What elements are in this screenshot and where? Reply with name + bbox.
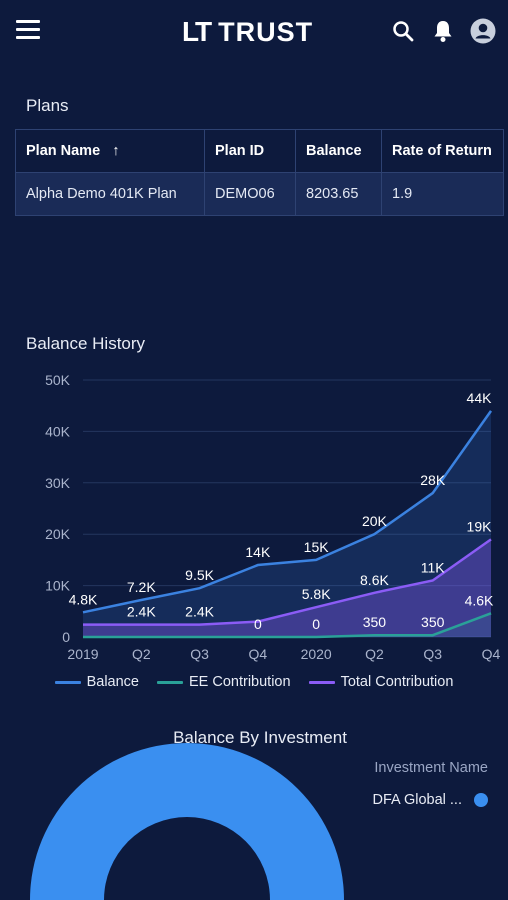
table-row[interactable]: Alpha Demo 401K Plan DEMO06 8203.65 1.9 [15, 172, 504, 216]
x-tick-label: Q3 [423, 646, 442, 662]
line-total-contribution [83, 538, 492, 626]
data-label: 9.5K [185, 567, 214, 583]
legend-dot-icon [474, 793, 488, 807]
data-label: 28K [420, 472, 446, 488]
app-logo: LT TRUST [182, 16, 314, 47]
area-total-contribution [83, 539, 491, 637]
line-balance [82, 410, 493, 614]
donut-slice-dfa-global[interactable] [30, 743, 344, 900]
column-header-plan-id[interactable]: Plan ID [204, 129, 296, 173]
data-label: 350 [421, 614, 445, 630]
area-ee-contribution [83, 613, 491, 637]
line-ee-contribution [83, 612, 492, 639]
y-tick-label: 20K [45, 526, 71, 542]
data-label: 11K [421, 559, 446, 575]
plan-name-cell: Alpha Demo 401K Plan [15, 172, 205, 216]
balance-history-title: Balance History [26, 334, 146, 353]
legend-swatch [157, 680, 183, 684]
data-label: 2.4K [127, 604, 156, 620]
sort-arrow-icon: ↑ [112, 143, 120, 159]
top-bar: LT TRUST [0, 0, 508, 64]
legend-label: Total Contribution [340, 674, 454, 690]
column-label: Plan Name [26, 143, 101, 159]
column-header-rate-of-return[interactable]: Rate of Return [381, 129, 504, 173]
data-label: 350 [363, 614, 387, 630]
x-tick-label: Q2 [365, 646, 384, 662]
x-tick-label: Q3 [190, 646, 209, 662]
y-tick-label: 50K [45, 372, 71, 388]
data-label: 5.8K [302, 586, 331, 602]
logo-mark: LT [182, 16, 212, 47]
balance-cell: 8203.65 [295, 172, 382, 216]
data-label: 0 [312, 616, 320, 632]
data-label: 14K [245, 544, 271, 560]
column-header-balance[interactable]: Balance [295, 129, 382, 173]
x-tick-label: Q4 [249, 646, 268, 662]
area-balance [83, 410, 491, 637]
legend-label: Balance [86, 674, 139, 690]
data-label: 4.8K [69, 591, 98, 607]
balance-history-chart: 0 10K 20K 30K 40K 50K 2019 Q2 Q3 Q4 2020 Q2 Q3 Q4 4.8K… [45, 372, 501, 662]
data-label: 15K [304, 539, 330, 555]
x-tick-label: 2020 [301, 646, 332, 662]
data-label: 2.4K [185, 604, 214, 620]
investment-donut-chart [30, 743, 344, 900]
investment-legend-header: Investment Name [374, 760, 488, 776]
data-label: 8.6K [360, 572, 389, 588]
legend-item[interactable]: EE Contribution [157, 674, 291, 690]
data-label: 19K [467, 518, 493, 534]
column-header-plan-name[interactable]: Plan Name ↑ [15, 129, 205, 173]
data-label: 44K [467, 390, 493, 406]
data-label: 20K [362, 513, 388, 529]
logo-text: TRUST [218, 16, 314, 47]
plan-id-cell: DEMO06 [204, 172, 296, 216]
investment-legend-item[interactable]: DFA Global ... [373, 792, 488, 808]
legend-item[interactable]: Total Contribution [308, 674, 454, 690]
plans-title: Plans [26, 96, 69, 115]
menu-icon[interactable] [16, 20, 40, 40]
x-tick-label: 2019 [67, 646, 98, 662]
plans-table: Plan Name ↑ Plan ID Balance Rate of Retu… [15, 129, 504, 216]
data-label: 7.2K [127, 579, 156, 595]
y-tick-label: 0 [62, 629, 70, 645]
y-tick-label: 40K [45, 423, 71, 439]
legend-swatch [54, 680, 81, 684]
bell-icon[interactable] [430, 18, 456, 44]
legend-label: EE Contribution [189, 674, 291, 690]
y-tick-label: 10K [45, 578, 71, 594]
data-label: 4.6K [465, 592, 494, 608]
x-tick-label: Q4 [482, 646, 501, 662]
x-tick-label: Q2 [132, 646, 151, 662]
legend-item[interactable]: Balance [54, 674, 139, 690]
legend-swatch [308, 680, 335, 684]
balance-by-investment-title: Balance By Investment [173, 728, 347, 747]
y-tick-label: 30K [45, 475, 71, 491]
search-icon[interactable] [390, 18, 416, 44]
avatar-icon[interactable] [470, 18, 496, 44]
data-label: 0 [254, 616, 262, 632]
chart-legend: Balance EE Contribution Total Contribution [0, 674, 508, 690]
investment-name: DFA Global ... [372, 792, 462, 808]
table-header-row: Plan Name ↑ Plan ID Balance Rate of Retu… [15, 129, 504, 173]
rate-of-return-cell: 1.9 [381, 172, 504, 216]
